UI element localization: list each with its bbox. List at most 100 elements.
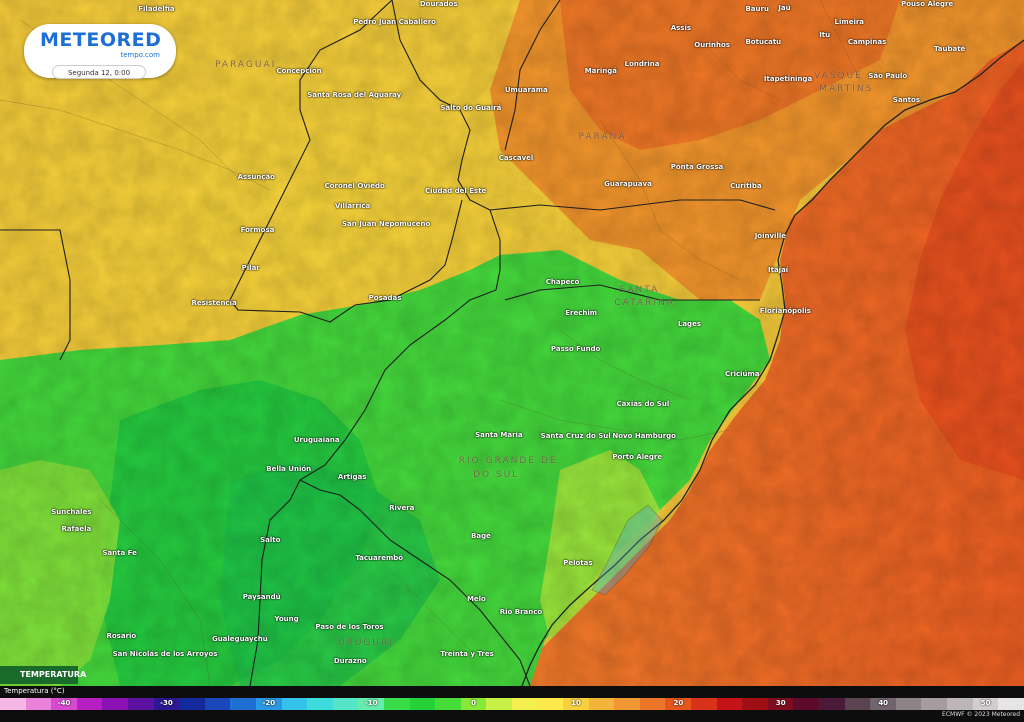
- city-label[interactable]: Pouso Alegre: [901, 0, 954, 8]
- scale-swatch: [281, 698, 308, 710]
- scale-swatch: [332, 698, 359, 710]
- scale-swatch: [179, 698, 205, 710]
- city-label[interactable]: Florianópolis: [759, 306, 811, 315]
- city-label[interactable]: Criciúma: [724, 370, 760, 379]
- city-label[interactable]: Assunção: [237, 172, 275, 181]
- city-label[interactable]: Caxias do Sul: [616, 399, 670, 408]
- city-label[interactable]: Guarapuava: [604, 179, 652, 188]
- city-label[interactable]: Filadelfia: [138, 5, 175, 14]
- city-label[interactable]: Pelotas: [563, 559, 593, 568]
- scale-swatch: [691, 698, 717, 710]
- city-label[interactable]: Dourados: [419, 0, 458, 8]
- city-label[interactable]: Bella Unión: [266, 465, 312, 474]
- city-label[interactable]: Assis: [670, 24, 692, 32]
- city-label[interactable]: Itajaí: [768, 266, 789, 275]
- city-label[interactable]: Uruguaiana: [293, 435, 340, 444]
- city-label[interactable]: San Juan Nepomuceno: [342, 219, 431, 228]
- city-label[interactable]: Rivera: [389, 504, 415, 513]
- city-label[interactable]: Santa Cruz do Sul: [540, 432, 611, 441]
- city-label[interactable]: São Paulo: [868, 72, 908, 81]
- city-label[interactable]: Young: [274, 615, 299, 624]
- logo-sub: tempo.com: [120, 51, 160, 59]
- city-label[interactable]: Chapecó: [545, 277, 580, 286]
- city-label[interactable]: Durazno: [333, 657, 367, 666]
- city-label[interactable]: Bagé: [471, 531, 491, 540]
- city-label[interactable]: Rafaela: [61, 525, 92, 534]
- borders: [0, 0, 775, 686]
- city-label[interactable]: Treinta y Tres: [440, 649, 494, 658]
- city-label[interactable]: Villarrica: [334, 202, 371, 211]
- city-label[interactable]: Itu: [819, 30, 831, 39]
- city-label[interactable]: Paso de los Toros: [315, 622, 384, 631]
- scale-swatch: [435, 698, 461, 710]
- scale-swatch: [665, 698, 692, 710]
- scale-swatch: [102, 698, 128, 710]
- city-label[interactable]: Novo Hamburgo: [612, 432, 676, 441]
- scale-swatch: [511, 698, 538, 710]
- region-label: URUGUAI: [337, 637, 394, 648]
- legend-title-bar: [0, 686, 1024, 698]
- city-label[interactable]: Itapetininga: [763, 75, 813, 84]
- city-label[interactable]: Umuarama: [504, 85, 548, 94]
- city-label[interactable]: Tacuarembó: [355, 554, 404, 563]
- city-label[interactable]: Limeira: [834, 17, 865, 26]
- city-label[interactable]: San Nicolás de los Arroyos: [112, 649, 218, 658]
- city-label[interactable]: Londrina: [624, 60, 660, 69]
- city-label[interactable]: Santa Rosa del Aguaray: [307, 90, 402, 99]
- city-label[interactable]: Campinas: [847, 38, 887, 47]
- city-label[interactable]: Erechim: [565, 308, 598, 317]
- city-label[interactable]: Gualeguaychú: [211, 634, 268, 643]
- city-label[interactable]: Posadas: [368, 293, 402, 302]
- scale-swatch: [76, 698, 103, 710]
- lagoon-shore: [591, 504, 663, 596]
- city-label[interactable]: Joinville: [754, 231, 786, 240]
- city-label[interactable]: Coronel Oviedo: [324, 181, 385, 190]
- city-label[interactable]: Botucatu: [745, 37, 782, 46]
- legend-title: Temperatura (°C): [4, 687, 65, 695]
- city-label[interactable]: Taubaté: [933, 45, 966, 54]
- city-label[interactable]: Salto do Guairá: [440, 103, 502, 112]
- region-label: SANTA: [619, 284, 660, 295]
- city-label[interactable]: Lages: [677, 319, 701, 328]
- city-label[interactable]: Passo Fundo: [550, 345, 601, 354]
- legend-tick: 0: [471, 699, 477, 707]
- city-label[interactable]: Formosa: [240, 226, 275, 235]
- minor-lines: [0, 0, 861, 686]
- city-label[interactable]: Artigas: [337, 473, 367, 482]
- variable-badge-temperature[interactable]: TEMPERATURA: [0, 666, 86, 684]
- city-label[interactable]: Maringá: [584, 67, 617, 76]
- city-label[interactable]: Jaú: [778, 4, 791, 13]
- scale-swatch: [742, 698, 768, 710]
- logo-brand: METEORED: [40, 29, 162, 51]
- scale-swatch: [255, 698, 282, 710]
- city-label[interactable]: Salto: [260, 536, 281, 545]
- city-label[interactable]: Concepción: [276, 67, 322, 76]
- coastline: [521, 39, 1024, 686]
- city-label[interactable]: Curitiba: [730, 181, 762, 190]
- city-label[interactable]: Pedro Juan Caballero: [353, 17, 436, 26]
- scale-swatch: [895, 698, 922, 710]
- city-label[interactable]: Rosario: [106, 632, 137, 641]
- city-label[interactable]: Porto Alegre: [612, 452, 663, 461]
- scale-swatch: [767, 698, 794, 710]
- city-label[interactable]: Santa Maria: [475, 430, 523, 439]
- legend-footer: [0, 710, 1024, 722]
- city-label[interactable]: Paysandú: [242, 593, 281, 602]
- city-label[interactable]: Ciudad del Este: [424, 186, 487, 195]
- city-label[interactable]: Rio Branco: [499, 608, 543, 617]
- temperature-color-scale: [0, 698, 1024, 710]
- city-label[interactable]: Bauru: [745, 4, 769, 13]
- city-label[interactable]: Sunchales: [51, 507, 92, 516]
- forecast-date-label[interactable]: Segunda 12, 0:00: [52, 65, 146, 79]
- temperature-map[interactable]: [0, 0, 1024, 686]
- city-label[interactable]: Pilar: [241, 264, 260, 273]
- city-label[interactable]: Ponta Grossa: [670, 162, 724, 171]
- city-label[interactable]: Santos: [892, 96, 920, 105]
- city-label[interactable]: Cascavel: [498, 153, 534, 162]
- city-label[interactable]: Resistencia: [191, 299, 237, 308]
- scale-swatch: [409, 698, 436, 710]
- region-label: RIO GRANDE DE: [458, 456, 558, 467]
- city-label[interactable]: Ourinhos: [694, 41, 730, 50]
- city-label[interactable]: Melo: [466, 595, 486, 604]
- city-label[interactable]: Santa Fe: [102, 548, 137, 557]
